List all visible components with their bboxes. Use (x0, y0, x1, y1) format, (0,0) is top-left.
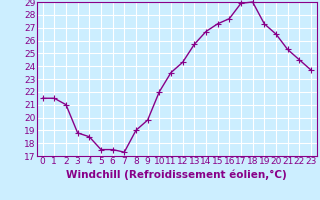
X-axis label: Windchill (Refroidissement éolien,°C): Windchill (Refroidissement éolien,°C) (67, 169, 287, 180)
